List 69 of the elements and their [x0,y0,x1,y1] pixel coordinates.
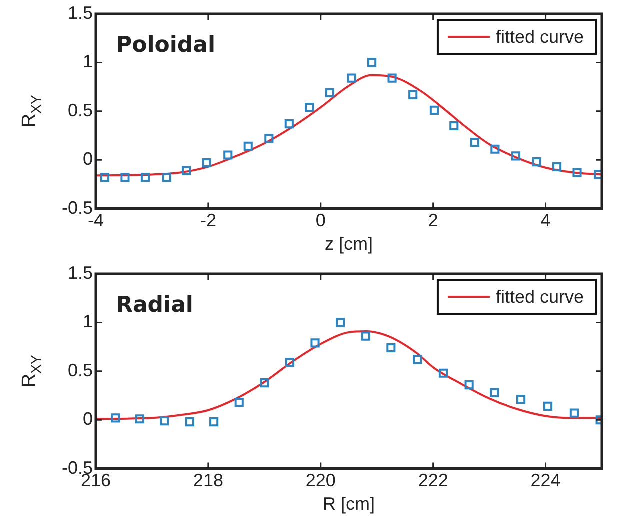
point [135,414,144,424]
text: Radial [116,293,194,318]
point [224,150,233,160]
y-tick-label: 0.5 [68,360,93,380]
point [490,388,500,398]
point [368,58,377,68]
y-tick-label: 0 [82,409,93,430]
y-tick-label: 1.5 [68,2,93,23]
point [185,418,194,427]
point [162,173,172,182]
x-axis-title: R [cm] [323,494,375,514]
point [570,408,579,418]
point [490,144,500,154]
y-axis-title: RXY [19,94,44,128]
point [511,152,521,161]
y-tick-label: -0.5 [62,198,93,218]
point [464,380,474,390]
point [325,88,334,98]
point [210,418,219,427]
x-tick-label: 220 [306,470,336,491]
x-tick-label: -2 [200,210,216,231]
x-tick-label: 218 [193,470,224,491]
point [305,102,314,112]
y-tick-label: 1 [82,312,93,332]
point [140,173,150,182]
x-tick-label: 4 [540,210,551,231]
legend-label: fitted curve [496,286,584,307]
point [438,368,448,378]
point [450,121,459,131]
point [543,402,553,411]
x-tick-label: 224 [530,470,561,491]
y-tick-label: 0 [82,149,93,170]
point [260,378,270,388]
point [310,338,320,348]
point [285,358,294,368]
y-axis-title: RXY [19,354,44,388]
point [386,343,396,353]
point [413,355,422,364]
point [470,138,480,148]
point [388,74,397,83]
point [336,318,346,328]
x-tick-label: 0 [316,210,326,231]
y-tick-label: 1 [82,52,93,72]
x-tick-label: 222 [418,470,448,491]
point [594,170,602,180]
point [552,162,562,172]
legend-label: fitted curve [496,26,584,47]
point [160,416,170,426]
y-tick-label: 1.5 [68,262,93,283]
point [572,168,582,178]
point [120,173,130,182]
point [408,90,418,100]
y-tick-label: 0.5 [68,100,93,120]
point [361,332,370,341]
point [516,395,526,404]
point [182,166,192,176]
x-axis-title: z [cm] [325,234,373,254]
point [111,414,120,423]
point [202,158,212,168]
point [430,106,439,115]
point [234,398,244,408]
point [284,120,294,129]
x-tick-label: 2 [428,210,438,231]
text: Poloidal [116,33,216,58]
point [100,173,110,182]
point [532,158,542,167]
point [264,134,274,144]
point [347,74,356,83]
point [244,142,253,151]
